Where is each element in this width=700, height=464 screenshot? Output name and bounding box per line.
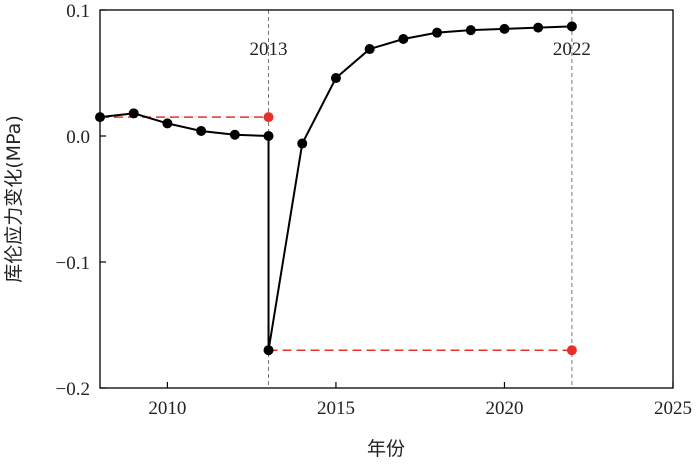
data-point-9 — [330, 73, 341, 84]
year-guide-label-2013: 2013 — [250, 39, 288, 60]
x-axis-title: 年份 — [367, 438, 405, 460]
y-tick-label-2: 0.0 — [66, 127, 90, 148]
y-tick-label-3: −0.1 — [56, 253, 90, 274]
reference-point-2 — [566, 345, 577, 356]
x-tick-label-2025: 2025 — [654, 398, 692, 419]
data-point-4 — [196, 125, 207, 136]
data-point-3 — [162, 118, 173, 129]
y-tick-label-4: −0.2 — [56, 379, 90, 400]
y-axis-title: 库伦应力变化(MPa) — [3, 115, 25, 282]
axis-ticks: 2010 2015 2020 2025 0.1 0.0 −0.1 −0.2 — [56, 1, 692, 419]
series-line — [99, 25, 572, 351]
data-point-5 — [229, 129, 240, 140]
data-point-16 — [566, 21, 577, 32]
data-point-12 — [432, 27, 443, 38]
data-point-10 — [364, 44, 375, 55]
data-point-6 — [263, 131, 274, 141]
year-guide-label-2022: 2022 — [553, 39, 591, 60]
data-point-15 — [533, 22, 544, 33]
plot-area: 2013 2022 — [95, 10, 591, 388]
data-point-11 — [398, 33, 409, 44]
reference-point-1 — [263, 112, 274, 123]
data-point-8 — [297, 138, 308, 149]
x-tick-label-2010: 2010 — [148, 398, 186, 419]
data-point-7 — [263, 345, 274, 356]
x-tick-label-2020: 2020 — [485, 398, 523, 419]
x-tick-label-2015: 2015 — [317, 398, 355, 419]
plot-frame — [99, 9, 674, 389]
data-point-13 — [465, 25, 476, 36]
y-tick-label-1: 0.1 — [66, 1, 90, 22]
data-point-14 — [499, 23, 510, 34]
data-point-2 — [128, 108, 139, 119]
